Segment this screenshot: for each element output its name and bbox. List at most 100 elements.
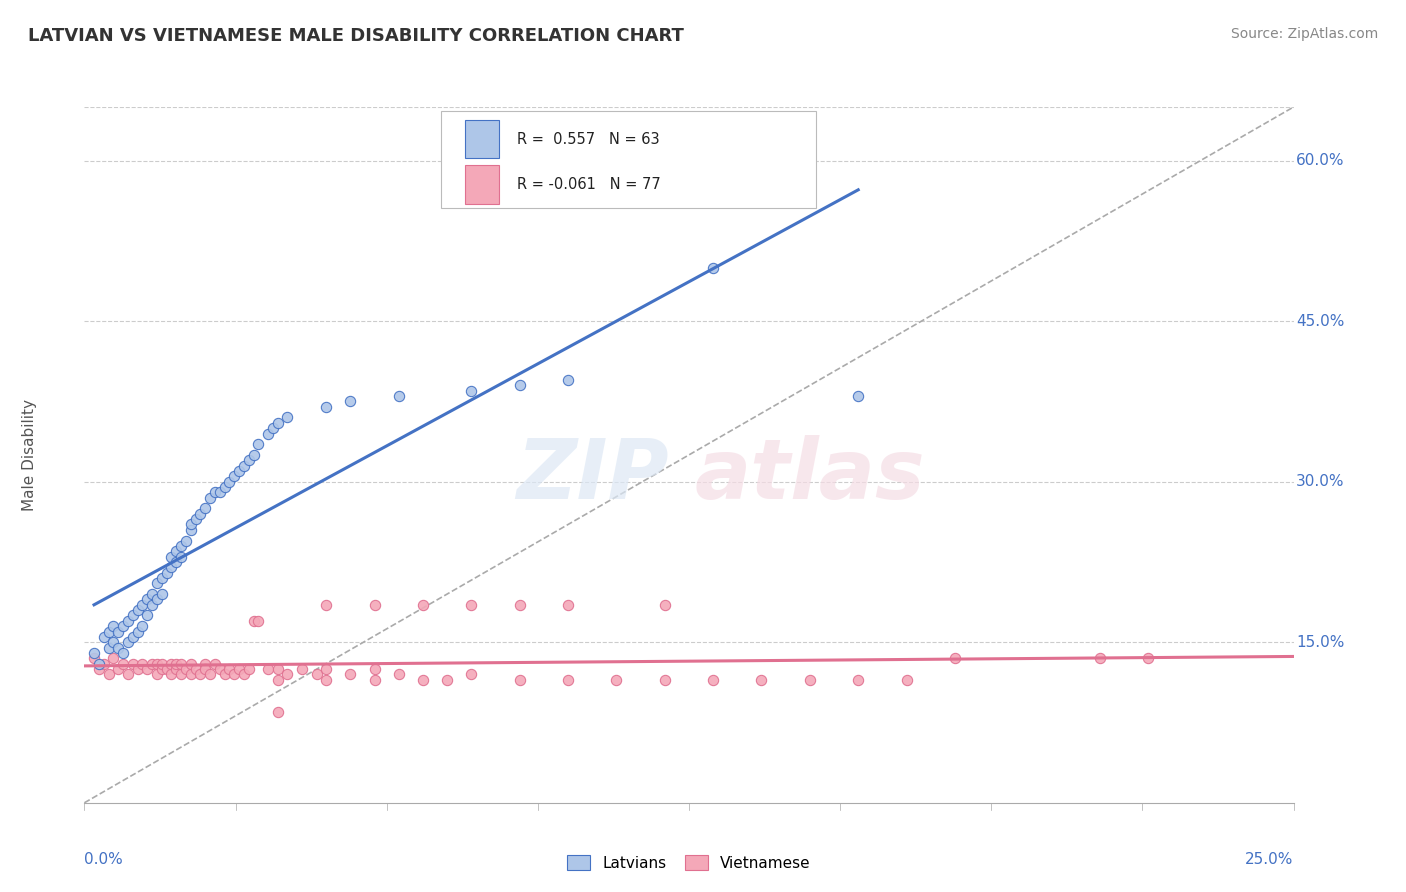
Text: 25.0%: 25.0%	[1246, 852, 1294, 866]
Point	[339, 394, 361, 409]
Point	[509, 598, 531, 612]
Point	[170, 667, 193, 681]
Point	[117, 635, 139, 649]
Point	[436, 673, 458, 687]
Point	[943, 651, 966, 665]
Point	[107, 662, 129, 676]
Point	[190, 667, 212, 681]
Point	[224, 469, 246, 483]
Point	[117, 614, 139, 628]
Point	[228, 662, 250, 676]
Point	[180, 667, 202, 681]
Point	[93, 630, 115, 644]
Point	[460, 384, 482, 398]
Point	[146, 657, 169, 671]
Point	[194, 501, 217, 516]
Point	[267, 662, 290, 676]
Point	[267, 705, 290, 719]
Point	[208, 662, 231, 676]
Point	[97, 624, 120, 639]
Point	[184, 512, 207, 526]
Point	[107, 640, 129, 655]
Point	[170, 549, 193, 564]
Point	[238, 662, 260, 676]
Point	[557, 673, 579, 687]
Point	[121, 657, 143, 671]
Point	[165, 657, 187, 671]
Point	[257, 426, 280, 441]
Point	[198, 667, 221, 681]
Point	[131, 657, 153, 671]
Point	[412, 598, 434, 612]
FancyBboxPatch shape	[465, 120, 499, 159]
Point	[150, 662, 173, 676]
Point	[150, 571, 173, 585]
Point	[208, 485, 231, 500]
Point	[112, 657, 135, 671]
Point	[238, 453, 260, 467]
Point	[388, 389, 411, 403]
Point	[131, 619, 153, 633]
Point	[315, 598, 337, 612]
Point	[103, 619, 125, 633]
Point	[194, 657, 217, 671]
FancyBboxPatch shape	[441, 111, 815, 208]
Point	[155, 662, 177, 676]
Point	[127, 662, 149, 676]
Point	[83, 651, 105, 665]
Point	[117, 667, 139, 681]
Point	[247, 614, 270, 628]
Point	[83, 646, 105, 660]
Point	[121, 630, 143, 644]
Point	[233, 667, 256, 681]
Point	[291, 662, 314, 676]
Text: Source: ZipAtlas.com: Source: ZipAtlas.com	[1230, 27, 1378, 41]
Point	[218, 475, 240, 489]
Text: 60.0%: 60.0%	[1296, 153, 1344, 168]
Point	[557, 598, 579, 612]
Point	[112, 619, 135, 633]
Point	[702, 260, 724, 275]
Point	[127, 603, 149, 617]
Point	[155, 566, 177, 580]
Point	[103, 651, 125, 665]
Point	[170, 657, 193, 671]
Point	[121, 608, 143, 623]
Point	[315, 662, 337, 676]
Point	[97, 667, 120, 681]
Point	[896, 673, 918, 687]
Point	[146, 576, 169, 591]
Point	[107, 624, 129, 639]
Point	[136, 608, 159, 623]
Point	[257, 662, 280, 676]
Point	[194, 662, 217, 676]
Point	[218, 662, 240, 676]
Point	[363, 662, 385, 676]
Point	[174, 662, 197, 676]
Point	[509, 673, 531, 687]
Text: R =  0.557   N = 63: R = 0.557 N = 63	[517, 132, 659, 147]
Point	[242, 614, 264, 628]
Text: atlas: atlas	[695, 435, 925, 516]
Legend: Latvians, Vietnamese: Latvians, Vietnamese	[560, 848, 818, 879]
Point	[267, 673, 290, 687]
Point	[170, 539, 193, 553]
Point	[276, 667, 298, 681]
Point	[339, 667, 361, 681]
Point	[136, 662, 159, 676]
Point	[146, 667, 169, 681]
Point	[93, 657, 115, 671]
Point	[363, 673, 385, 687]
Point	[460, 598, 482, 612]
Point	[160, 657, 183, 671]
Point	[150, 657, 173, 671]
Point	[224, 667, 246, 681]
Point	[315, 400, 337, 414]
Point	[799, 673, 821, 687]
Text: 0.0%: 0.0%	[84, 852, 124, 866]
Point	[112, 646, 135, 660]
Text: 45.0%: 45.0%	[1296, 314, 1344, 328]
Point	[141, 598, 163, 612]
Point	[605, 673, 627, 687]
Point	[751, 673, 773, 687]
